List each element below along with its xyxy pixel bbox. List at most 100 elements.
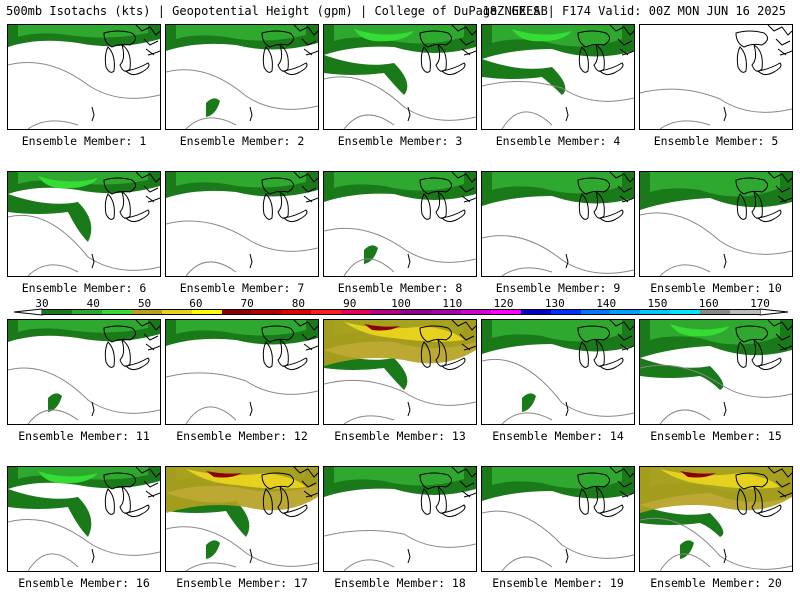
ensemble-member-panel bbox=[481, 24, 635, 130]
ensemble-member-panel bbox=[7, 466, 161, 572]
colorbar-swatch bbox=[191, 309, 222, 315]
member-map bbox=[482, 25, 634, 129]
member-caption: Ensemble Member: 14 bbox=[492, 429, 624, 443]
colorbar-tick-label: 70 bbox=[240, 297, 254, 310]
member-caption: Ensemble Member: 20 bbox=[650, 576, 782, 590]
member-caption: Ensemble Member: 9 bbox=[495, 281, 621, 295]
ensemble-member-panel bbox=[323, 24, 477, 130]
colorbar-swatch bbox=[341, 309, 372, 315]
colorbar-tick-label: 150 bbox=[647, 297, 668, 310]
colorbar-swatch bbox=[730, 309, 761, 315]
member-caption: Ensemble Member: 8 bbox=[337, 281, 463, 295]
colorbar-swatch bbox=[42, 309, 73, 315]
member-map bbox=[640, 320, 792, 424]
colorbar-swatch bbox=[550, 309, 581, 315]
ensemble-member-panel bbox=[639, 24, 793, 130]
colorbar-swatch bbox=[670, 309, 701, 315]
colorbar-swatch bbox=[401, 309, 432, 315]
ensemble-member-panel bbox=[323, 466, 477, 572]
member-map bbox=[640, 467, 792, 571]
colorbar-tick-label: 140 bbox=[596, 297, 617, 310]
member-map bbox=[482, 467, 634, 571]
member-caption: Ensemble Member: 18 bbox=[334, 576, 466, 590]
member-map bbox=[482, 172, 634, 276]
colorbar-tick-label: 110 bbox=[442, 297, 463, 310]
ensemble-member-panel bbox=[323, 319, 477, 425]
colorbar-swatch bbox=[490, 309, 522, 315]
member-map bbox=[8, 172, 160, 276]
member-caption: Ensemble Member: 7 bbox=[179, 281, 305, 295]
colorbar-swatch bbox=[221, 309, 252, 315]
colorbar-tick-label: 160 bbox=[698, 297, 719, 310]
colorbar-swatch bbox=[251, 309, 282, 315]
colorbar-tick-label: 40 bbox=[86, 297, 100, 310]
colorbar-swatch bbox=[700, 309, 731, 315]
colorbar-swatch bbox=[430, 309, 462, 315]
ensemble-member-panel bbox=[639, 466, 793, 572]
colorbar-swatch bbox=[161, 309, 193, 315]
member-map bbox=[324, 320, 476, 424]
ensemble-member-panel bbox=[323, 171, 477, 277]
member-caption: Ensemble Member: 10 bbox=[650, 281, 782, 295]
product-title: 500mb Isotachs (kts) | Geopotential Heig… bbox=[6, 4, 548, 18]
member-caption: Ensemble Member: 19 bbox=[492, 576, 624, 590]
ensemble-member-panel bbox=[481, 319, 635, 425]
ensemble-member-panel bbox=[639, 319, 793, 425]
colorbar-tick-label: 90 bbox=[343, 297, 357, 310]
member-caption: Ensemble Member: 17 bbox=[176, 576, 308, 590]
member-map bbox=[8, 320, 160, 424]
ensemble-member-panel bbox=[165, 319, 319, 425]
colorbar-swatch bbox=[281, 309, 312, 315]
colorbar-swatch bbox=[640, 309, 671, 315]
colorbar-swatch bbox=[131, 309, 163, 315]
member-caption: Ensemble Member: 3 bbox=[337, 134, 463, 148]
ensemble-member-panel bbox=[639, 171, 793, 277]
ensemble-member-panel bbox=[165, 466, 319, 572]
colorbar-tick-label: 170 bbox=[750, 297, 770, 310]
colorbar-swatch bbox=[460, 309, 492, 315]
member-map bbox=[166, 172, 318, 276]
member-caption: Ensemble Member: 12 bbox=[176, 429, 308, 443]
member-caption: Ensemble Member: 13 bbox=[334, 429, 466, 443]
member-caption: Ensemble Member: 15 bbox=[650, 429, 782, 443]
colorbar-tick-label: 120 bbox=[493, 297, 514, 310]
colorbar-swatch bbox=[371, 309, 402, 315]
colorbar-tick-label: 30 bbox=[35, 297, 49, 310]
colorbar-tick-label: 100 bbox=[391, 297, 411, 310]
colorbar-tick-label: 60 bbox=[189, 297, 203, 310]
member-caption: Ensemble Member: 16 bbox=[18, 576, 150, 590]
colorbar-swatch bbox=[520, 309, 552, 315]
member-caption: Ensemble Member: 4 bbox=[495, 134, 621, 148]
ensemble-member-panel bbox=[7, 24, 161, 130]
member-map bbox=[8, 25, 160, 129]
ensemble-member-panel bbox=[165, 171, 319, 277]
colorbar-swatch bbox=[311, 309, 342, 315]
member-caption: Ensemble Member: 5 bbox=[653, 134, 779, 148]
colorbar-swatch bbox=[71, 309, 103, 315]
member-map bbox=[640, 25, 792, 129]
ensemble-member-panel bbox=[165, 24, 319, 130]
colorbar-tick-label: 130 bbox=[544, 297, 565, 310]
member-map bbox=[482, 320, 634, 424]
member-caption: Ensemble Member: 1 bbox=[21, 134, 147, 148]
ensemble-member-panel bbox=[481, 466, 635, 572]
colorbar-tick-label: 80 bbox=[291, 297, 306, 310]
colorbar-tick-label: 50 bbox=[137, 297, 152, 310]
member-map bbox=[324, 172, 476, 276]
ensemble-member-panel bbox=[7, 171, 161, 277]
member-map bbox=[324, 467, 476, 571]
member-map bbox=[166, 320, 318, 424]
member-map bbox=[8, 467, 160, 571]
member-caption: Ensemble Member: 2 bbox=[179, 134, 305, 148]
chart-header: 500mb Isotachs (kts) | Geopotential Heig… bbox=[0, 0, 800, 22]
isotach-colorbar: 30 40 50 60 70 80 90 100 110 120 130 140 150 160 170 bbox=[0, 296, 800, 320]
member-caption: Ensemble Member: 6 bbox=[21, 281, 147, 295]
member-caption: Ensemble Member: 11 bbox=[18, 429, 150, 443]
member-map bbox=[166, 467, 318, 571]
member-map bbox=[640, 172, 792, 276]
ensemble-member-panel bbox=[7, 319, 161, 425]
member-map bbox=[166, 25, 318, 129]
colorbar-swatch bbox=[101, 309, 133, 315]
member-map bbox=[324, 25, 476, 129]
ensemble-member-panel bbox=[481, 171, 635, 277]
